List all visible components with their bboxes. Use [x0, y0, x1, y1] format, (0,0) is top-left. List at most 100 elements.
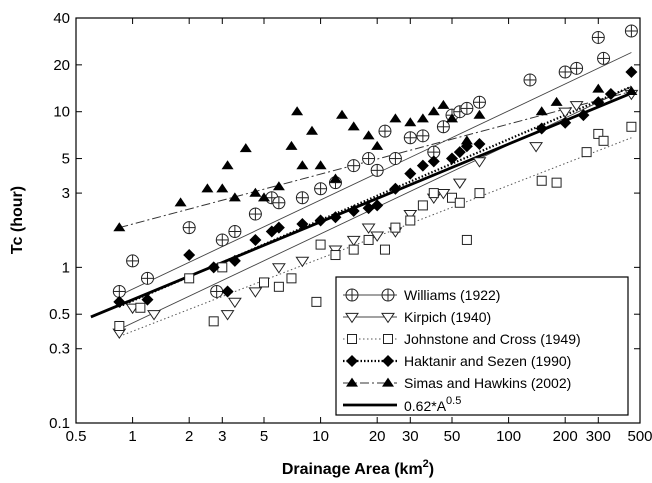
data-point	[207, 261, 220, 274]
x-tick-label: 5	[260, 428, 268, 445]
data-point	[460, 135, 473, 145]
y-tick-label: 40	[53, 10, 70, 27]
data-point	[428, 188, 439, 199]
data-point	[473, 109, 486, 119]
x-tick-label: 100	[496, 428, 521, 445]
data-point	[379, 244, 390, 255]
data-point	[529, 142, 543, 153]
y-tick-label: 5	[62, 151, 70, 168]
y-tick-label: 0.3	[49, 341, 70, 358]
data-point	[598, 135, 609, 146]
data-point	[378, 124, 392, 138]
data-point	[314, 160, 327, 170]
y-tick-label: 10	[53, 104, 70, 121]
data-point	[427, 155, 440, 168]
data-point	[535, 122, 548, 135]
data-point	[371, 199, 384, 212]
data-point	[315, 239, 326, 250]
data-point	[258, 192, 270, 202]
data-point	[141, 293, 154, 306]
x-tick-label: 1	[128, 428, 136, 445]
data-point	[248, 207, 262, 221]
legend-label: Kirpich (1940)	[404, 309, 491, 325]
legend-marker	[381, 288, 395, 302]
data-point	[330, 250, 341, 261]
x-tick-label: 300	[586, 428, 611, 445]
legend-marker	[381, 312, 395, 324]
data-point	[311, 296, 322, 307]
data-point	[272, 196, 286, 210]
data-point	[597, 51, 611, 65]
data-point	[329, 173, 342, 183]
legend-item: Simas and Hawkins (2002)	[343, 375, 571, 391]
data-point	[362, 130, 375, 140]
legend-label-reference-main: 0.62*A	[404, 398, 447, 414]
data-point	[592, 83, 605, 93]
y-tick-label: 3	[62, 185, 70, 202]
data-point	[370, 231, 385, 242]
data-point	[523, 73, 537, 87]
data-point	[215, 233, 229, 247]
x-tick-label: 0.5	[66, 428, 87, 445]
y-tick-label: 0.5	[49, 306, 70, 323]
data-point	[346, 235, 361, 247]
data-point	[248, 287, 263, 298]
fit-line	[119, 90, 632, 229]
data-point	[273, 281, 284, 292]
data-point	[272, 181, 285, 191]
data-point	[361, 223, 376, 234]
data-point	[296, 217, 309, 230]
data-point	[183, 249, 196, 262]
data-point	[182, 221, 196, 235]
data-point	[201, 183, 214, 193]
data-point	[329, 211, 342, 224]
data-point	[447, 192, 457, 203]
data-point	[227, 297, 242, 309]
legend-item: Johnstone and Cross (1949)	[343, 331, 581, 347]
x-axis-title-main: Drainage Area (km	[282, 461, 423, 478]
data-point	[370, 163, 384, 177]
data-point	[336, 109, 349, 119]
data-point	[390, 222, 401, 233]
legend-rows: Williams (1922) Kirpich (1940) Johnstone a…	[343, 287, 581, 407]
x-axis-title-end: )	[429, 461, 434, 478]
data-point	[416, 159, 429, 172]
data-point	[604, 87, 617, 100]
data-point	[228, 254, 241, 267]
data-point	[347, 159, 361, 173]
data-point	[140, 271, 154, 285]
data-point	[453, 146, 466, 159]
data-point	[577, 109, 590, 122]
data-point	[625, 65, 638, 78]
legend-marker	[382, 377, 394, 387]
y-tick-label: 1	[62, 259, 70, 276]
data-point	[271, 263, 286, 274]
x-tick-label: 200	[553, 428, 578, 445]
x-tick-label: 10	[312, 428, 329, 445]
data-point	[473, 138, 486, 151]
data-point	[452, 178, 467, 189]
legend-marker	[383, 334, 393, 344]
data-point	[581, 147, 592, 158]
data-point	[295, 191, 309, 205]
data-point	[389, 113, 402, 123]
x-tick-label: 20	[369, 428, 386, 445]
legend-item: Haktanir and Sezen (1990)	[343, 353, 571, 369]
data-point	[417, 200, 428, 211]
data-point	[114, 320, 125, 331]
data-point	[210, 284, 224, 298]
data-point	[220, 310, 235, 321]
data-point	[472, 157, 487, 168]
data-point	[305, 125, 318, 135]
legend-label: Williams (1922)	[404, 287, 500, 303]
data-point	[446, 113, 458, 123]
data-point	[228, 224, 242, 238]
data-point	[285, 140, 298, 150]
data-point	[389, 182, 402, 195]
legend-label-reference-sup: 0.5	[446, 395, 461, 407]
data-point	[208, 316, 219, 327]
data-point	[221, 285, 234, 298]
data-point	[272, 221, 285, 234]
data-point	[314, 182, 328, 196]
legend-marker	[345, 312, 359, 324]
